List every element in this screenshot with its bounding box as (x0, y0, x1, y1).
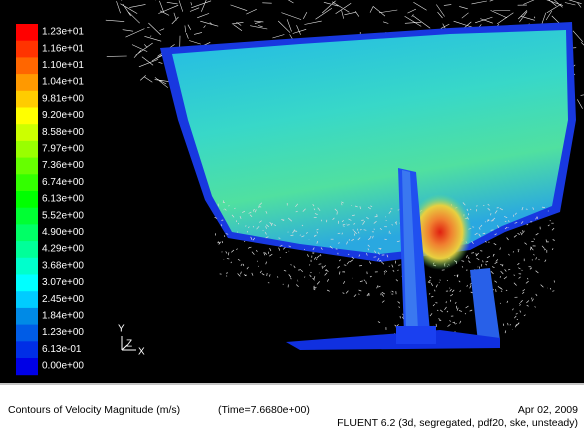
colorbar-label: 7.97e+00 (42, 144, 84, 155)
axis-y-label: Y (118, 324, 125, 335)
colorbar-swatch (16, 24, 38, 42)
colorbar-swatch (16, 358, 38, 376)
colorbar-label: 1.04e+01 (42, 77, 84, 88)
colorbar-swatch (16, 174, 38, 192)
colorbar-label: 1.84e+00 (42, 311, 84, 322)
colorbar-label: 4.90e+00 (42, 227, 84, 238)
colorbar-swatch (16, 157, 38, 175)
colorbar-label: 1.10e+01 (42, 60, 84, 71)
colorbar-label: 8.58e+00 (42, 127, 84, 138)
axis-x-label: X (138, 347, 145, 358)
caption: Contours of Velocity Magnitude (m/s) (8, 404, 180, 416)
colorbar-swatch (16, 341, 38, 359)
colorbar-swatch (16, 140, 38, 159)
colorbar-label: 1.16e+01 (42, 43, 84, 54)
flow-contour (172, 30, 568, 254)
axis-z-label: Z (126, 339, 132, 350)
colorbar-swatch (16, 207, 38, 225)
colorbar-swatch (16, 274, 38, 292)
colorbar-label: 7.36e+00 (42, 160, 84, 171)
colorbar-label: 9.81e+00 (42, 93, 84, 104)
axis-triad: Y Z X (118, 324, 145, 358)
triad-z (121, 344, 128, 351)
blade-highlight (402, 170, 418, 330)
colorbar-label: 1.23e+00 (42, 327, 84, 338)
colorbar-swatch (16, 291, 38, 309)
colorbar-swatch (16, 191, 38, 209)
colorbar-label: 0.00e+00 (42, 361, 84, 372)
colorbar-swatch (16, 40, 38, 58)
colorbar-label: 6.74e+00 (42, 177, 84, 188)
colorbar-label: 1.23e+01 (42, 27, 84, 38)
blade-2 (470, 268, 500, 342)
solver-info: FLUENT 6.2 (3d, segregated, pdf20, ske, … (337, 417, 578, 429)
colorbar-label: 6.13e+00 (42, 194, 84, 205)
footer (0, 383, 584, 434)
colorbar-swatch (16, 307, 38, 326)
colorbar-swatch (16, 224, 38, 242)
time: (Time=7.6680e+00) (218, 404, 310, 416)
colorbar-label: 3.68e+00 (42, 260, 84, 271)
colorbar-swatch (16, 74, 38, 92)
colorbar-label: 3.07e+00 (42, 277, 84, 288)
colorbar-swatch (16, 107, 38, 125)
colorbar-label: 4.29e+00 (42, 244, 84, 255)
colorbar-swatch (16, 257, 38, 275)
colorbar-swatch (16, 57, 38, 75)
colorbar-swatch (16, 324, 38, 342)
base-plate (286, 330, 500, 350)
colorbar-label: 9.20e+00 (42, 110, 84, 121)
colorbar-label: 6.13e-01 (42, 344, 82, 355)
colorbar-swatch (16, 124, 38, 142)
colorbar: 1.23e+01 1.16e+01 1.10e+01 1.04e+01 9.81e+00… (16, 24, 84, 376)
colorbar-label: 5.52e+00 (42, 210, 84, 221)
colorbar-swatch (16, 241, 38, 259)
hot-spot (408, 194, 472, 270)
colorbar-swatch (16, 90, 38, 108)
date: Apr 02, 2009 (518, 404, 578, 416)
colorbar-label: 2.45e+00 (42, 294, 84, 305)
hub (396, 326, 436, 344)
